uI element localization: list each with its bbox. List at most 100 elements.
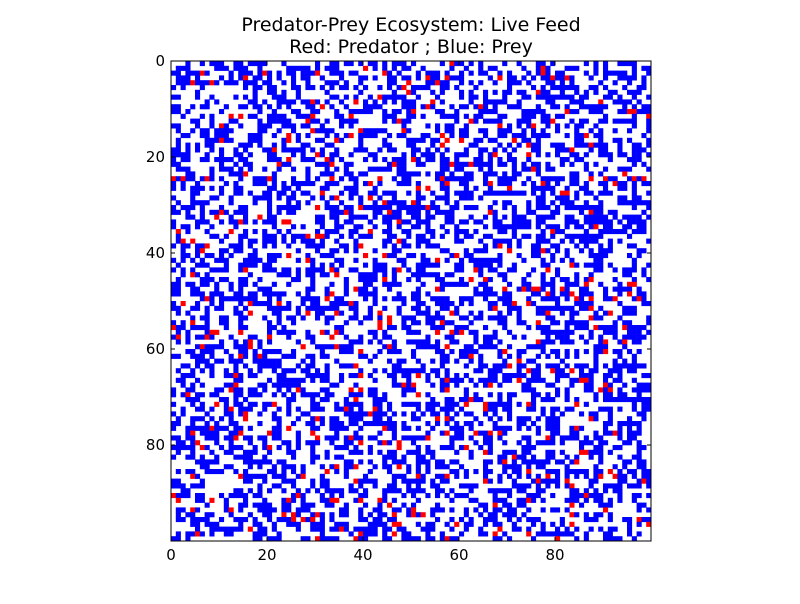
prey-cell — [329, 536, 335, 542]
prey-cell — [502, 205, 508, 211]
predator-cell — [295, 493, 301, 499]
predator-cell — [435, 286, 441, 292]
prey-cell — [175, 493, 181, 499]
prey-cell — [387, 526, 393, 532]
prey-cell — [190, 512, 196, 518]
prey-cell — [305, 392, 311, 398]
predator-cell — [531, 286, 537, 292]
prey-cell — [463, 195, 469, 201]
prey-cell — [511, 267, 517, 273]
prey-cell — [473, 94, 479, 100]
prey-cell — [435, 109, 441, 115]
prey-cell — [219, 185, 225, 191]
prey-cell — [435, 368, 441, 374]
prey-cell — [439, 286, 445, 292]
prey-cell — [391, 176, 397, 182]
prey-cell — [276, 425, 282, 431]
prey-cell — [617, 200, 623, 206]
prey-cell — [636, 445, 642, 451]
prey-cell — [439, 85, 445, 91]
prey-cell — [545, 353, 551, 359]
prey-cell — [233, 368, 239, 374]
prey-cell — [348, 349, 354, 355]
prey-cell — [199, 157, 205, 163]
prey-cell — [646, 469, 652, 475]
prey-cell — [267, 219, 273, 225]
prey-cell — [339, 70, 345, 76]
prey-cell — [526, 382, 532, 388]
prey-cell — [319, 373, 325, 379]
prey-cell — [377, 128, 383, 134]
prey-cell — [516, 363, 522, 369]
prey-cell — [175, 291, 181, 297]
prey-cell — [559, 176, 565, 182]
prey-cell — [372, 387, 378, 393]
prey-cell — [343, 291, 349, 297]
predator-cell — [310, 517, 316, 523]
prey-cell — [444, 147, 450, 153]
prey-cell — [564, 291, 570, 297]
prey-cell — [497, 320, 503, 326]
prey-cell — [195, 243, 201, 249]
prey-cell — [622, 440, 628, 446]
prey-cell — [367, 291, 373, 297]
prey-cell — [631, 377, 637, 383]
prey-cell — [391, 344, 397, 350]
prey-cell — [564, 339, 570, 345]
prey-cell — [406, 229, 412, 235]
prey-cell — [550, 425, 556, 431]
prey-cell — [286, 118, 292, 124]
prey-cell — [564, 133, 570, 139]
prey-cell — [190, 349, 196, 355]
prey-cell — [310, 526, 316, 532]
prey-cell — [583, 512, 589, 518]
prey-cell — [497, 521, 503, 527]
prey-cell — [382, 238, 388, 244]
prey-cell — [295, 137, 301, 143]
prey-cell — [497, 128, 503, 134]
prey-cell — [199, 128, 205, 134]
prey-cell — [507, 152, 513, 158]
prey-cell — [516, 401, 522, 407]
prey-cell — [435, 493, 441, 499]
prey-cell — [319, 161, 325, 167]
prey-cell — [521, 190, 527, 196]
prey-cell — [377, 315, 383, 321]
prey-cell — [243, 277, 249, 283]
prey-cell — [396, 507, 402, 513]
prey-cell — [267, 214, 273, 220]
prey-cell — [387, 166, 393, 172]
prey-cell — [588, 387, 594, 393]
prey-cell — [545, 305, 551, 311]
prey-cell — [569, 109, 575, 115]
predator-cell — [238, 329, 244, 335]
prey-cell — [199, 459, 205, 465]
prey-cell — [223, 401, 229, 407]
prey-cell — [401, 401, 407, 407]
prey-cell — [305, 80, 311, 86]
prey-cell — [171, 454, 177, 460]
prey-cell — [171, 94, 177, 100]
prey-cell — [199, 200, 205, 206]
prey-cell — [420, 526, 426, 532]
predator-cell — [343, 406, 349, 412]
predator-cell — [468, 353, 474, 359]
prey-cell — [545, 99, 551, 105]
prey-cell — [483, 128, 489, 134]
prey-cell — [223, 123, 229, 129]
predator-cell — [627, 281, 633, 287]
prey-cell — [449, 435, 455, 441]
prey-cell — [319, 526, 325, 532]
prey-cell — [555, 425, 561, 431]
prey-cell — [377, 406, 383, 412]
prey-cell — [209, 430, 215, 436]
prey-cell — [334, 430, 340, 436]
predator-cell — [564, 190, 570, 196]
prey-cell — [396, 310, 402, 316]
prey-cell — [286, 368, 292, 374]
prey-cell — [603, 392, 609, 398]
prey-cell — [636, 411, 642, 417]
prey-cell — [531, 142, 537, 148]
prey-cell — [257, 435, 263, 441]
prey-cell — [271, 425, 277, 431]
